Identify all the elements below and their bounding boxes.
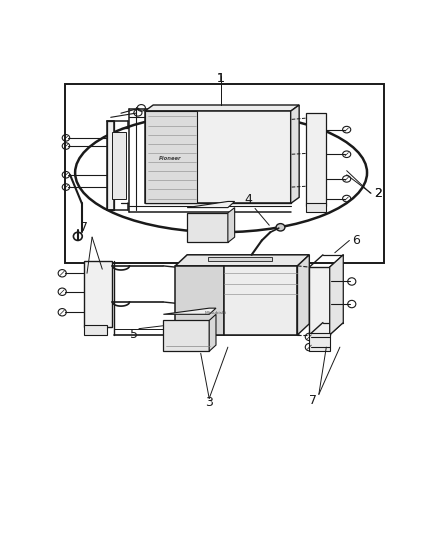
Text: 4: 4 [244,192,252,206]
Bar [292,144,298,152]
Text: 2: 2 [374,187,381,200]
Bar [166,324,196,332]
Bar [199,299,206,304]
Polygon shape [84,325,107,335]
Bar [166,333,180,345]
Bar [251,117,256,124]
Polygon shape [309,333,330,351]
Text: Mitsubishi: Mitsubishi [205,311,227,315]
Polygon shape [163,308,216,314]
Polygon shape [175,255,309,266]
Polygon shape [306,204,326,212]
Polygon shape [209,314,216,351]
Bar [292,156,298,164]
Bar [182,333,196,345]
Text: 7: 7 [309,394,317,407]
Bar [292,119,298,127]
Polygon shape [228,207,235,243]
Polygon shape [145,111,291,204]
Polygon shape [163,320,209,351]
Polygon shape [297,255,309,335]
Polygon shape [224,266,297,335]
Polygon shape [113,132,126,199]
Polygon shape [291,105,299,204]
Text: 3: 3 [205,396,213,409]
Bar [65,84,384,263]
Text: 7: 7 [80,221,88,235]
Bar [258,114,287,131]
Text: 2: 2 [374,187,381,200]
Bar [189,216,218,225]
Bar [88,290,105,300]
Polygon shape [309,267,330,335]
Text: 1: 1 [217,72,225,85]
Polygon shape [145,111,197,204]
Polygon shape [107,122,114,209]
Text: 5: 5 [130,328,138,341]
Polygon shape [187,201,235,207]
Ellipse shape [276,224,285,231]
Polygon shape [175,266,224,335]
Text: 1: 1 [217,72,225,85]
Polygon shape [306,113,326,206]
Bar [177,276,197,288]
Bar [227,269,293,332]
Text: 6: 6 [352,234,360,247]
Text: Pioneer: Pioneer [159,156,181,161]
Polygon shape [84,261,113,327]
Bar [177,290,197,304]
Bar [189,226,202,236]
Polygon shape [145,105,299,111]
Polygon shape [187,213,228,243]
Bar [88,279,105,288]
Bar [88,267,105,276]
Bar [292,132,298,140]
Bar [204,226,218,236]
Polygon shape [330,255,343,335]
Polygon shape [208,257,272,261]
